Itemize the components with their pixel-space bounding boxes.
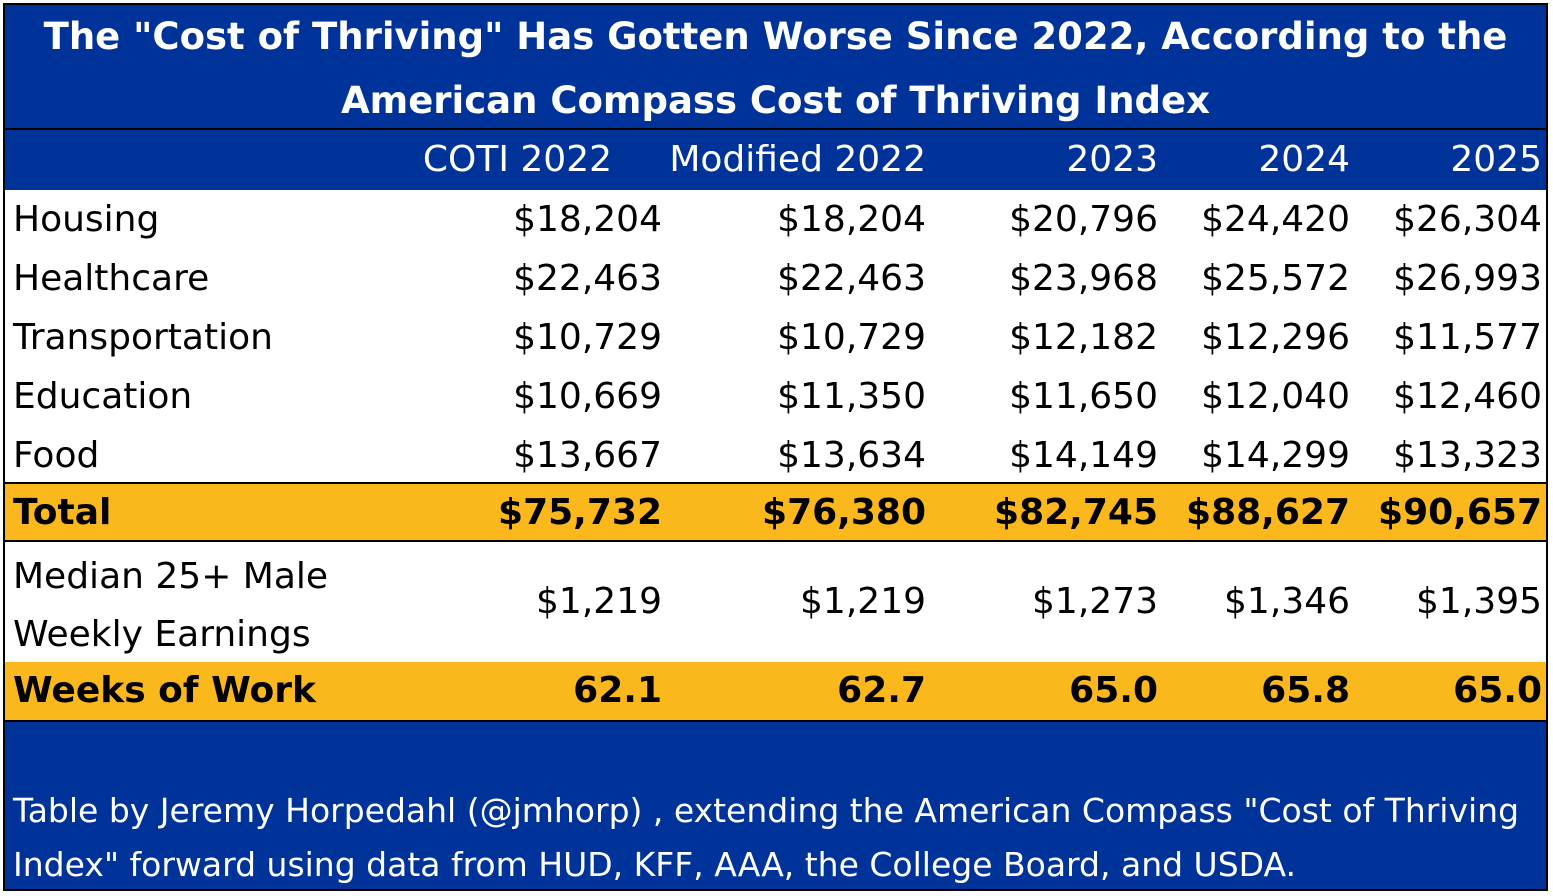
cell-value: $22,463	[777, 258, 926, 299]
table-row-weeks-of-work: Weeks of Work 62.1 62.7 65.0 65.8 65.0	[5, 662, 1546, 722]
cell-value: $12,296	[1201, 317, 1350, 358]
cell-value: $11,650	[1009, 376, 1158, 417]
cell-value: $10,669	[513, 376, 662, 417]
row-label-line-2: Weekly Earnings	[13, 614, 311, 655]
cell-value: $24,420	[1201, 199, 1350, 240]
title-line-1: The "Cost of Thriving" Has Gotten Worse …	[43, 15, 1508, 58]
column-header-row: COTI 2022 Modified 2022 2023 2024 2025	[5, 130, 1546, 190]
row-label: Transportation	[13, 317, 273, 358]
cell-value: $12,460	[1393, 376, 1542, 417]
table-row-median-earnings: Median 25+ Male Weekly Earnings $1,219 $…	[5, 542, 1546, 662]
table-row-education: Education $10,669 $11,350 $11,650 $12,04…	[5, 367, 1546, 426]
cell-value: $1,395	[1416, 581, 1542, 622]
row-label: Weeks of Work	[13, 670, 316, 711]
cell-value: $75,732	[498, 492, 662, 533]
cell-value: $76,380	[762, 492, 926, 533]
coti-table: The "Cost of Thriving" Has Gotten Worse …	[3, 3, 1548, 891]
row-label: Healthcare	[13, 258, 210, 299]
cell-value: 62.7	[837, 670, 926, 711]
column-header-2024: 2024	[1258, 139, 1350, 180]
cell-value: $1,219	[800, 581, 926, 622]
source-note: Table by Jeremy Horpedahl (@jmhorp) , ex…	[13, 791, 1520, 884]
row-label: Education	[13, 376, 193, 417]
cell-value: $18,204	[777, 199, 926, 240]
row-label: Median 25+ Male Weekly Earnings	[13, 548, 328, 664]
cell-value: 62.1	[573, 670, 662, 711]
column-header-2025: 2025	[1450, 139, 1542, 180]
cell-value: $82,745	[994, 492, 1158, 533]
column-header-coti-2022: COTI 2022	[422, 139, 612, 180]
cell-value: $13,634	[777, 435, 926, 476]
row-label-line-1: Median 25+ Male	[13, 556, 329, 597]
table-row-housing: Housing $18,204 $18,204 $20,796 $24,420 …	[5, 190, 1546, 249]
cell-value: $14,149	[1009, 435, 1158, 476]
column-header-modified-2022: Modified 2022	[669, 139, 926, 180]
cell-value: $18,204	[513, 199, 662, 240]
table-title: The "Cost of Thriving" Has Gotten Worse …	[5, 5, 1546, 130]
row-label: Food	[13, 435, 100, 476]
row-label: Total	[13, 492, 112, 533]
cell-value: $22,463	[513, 258, 662, 299]
cell-value: $26,304	[1393, 199, 1542, 240]
row-label: Housing	[13, 199, 160, 240]
cell-value: $90,657	[1378, 492, 1542, 533]
cell-value: $10,729	[513, 317, 662, 358]
cell-value: 65.0	[1453, 670, 1542, 711]
cell-value: $11,350	[777, 376, 926, 417]
cell-value: $13,323	[1393, 435, 1542, 476]
cell-value: $20,796	[1009, 199, 1158, 240]
cell-value: 65.8	[1261, 670, 1350, 711]
cell-value: $26,993	[1393, 258, 1542, 299]
column-header-2023: 2023	[1066, 139, 1158, 180]
title-line-2: American Compass Cost of Thriving Index	[341, 79, 1210, 122]
table-footer: Table by Jeremy Horpedahl (@jmhorp) , ex…	[5, 722, 1546, 889]
cell-value: $1,273	[1032, 581, 1158, 622]
cell-value: $25,572	[1201, 258, 1350, 299]
table-row-total: Total $75,732 $76,380 $82,745 $88,627 $9…	[5, 482, 1546, 542]
table-row-healthcare: Healthcare $22,463 $22,463 $23,968 $25,5…	[5, 249, 1546, 308]
table-row-food: Food $13,667 $13,634 $14,149 $14,299 $13…	[5, 426, 1546, 482]
cell-value: $23,968	[1009, 258, 1158, 299]
cell-value: $88,627	[1186, 492, 1350, 533]
cell-value: $11,577	[1393, 317, 1542, 358]
cell-value: $1,346	[1224, 581, 1350, 622]
cell-value: $10,729	[777, 317, 926, 358]
cell-value: $14,299	[1201, 435, 1350, 476]
cell-value: $12,182	[1009, 317, 1158, 358]
cell-value: 65.0	[1069, 670, 1158, 711]
cell-value: $1,219	[536, 581, 662, 622]
table-row-transportation: Transportation $10,729 $10,729 $12,182 $…	[5, 308, 1546, 367]
cell-value: $13,667	[513, 435, 662, 476]
cell-value: $12,040	[1201, 376, 1350, 417]
